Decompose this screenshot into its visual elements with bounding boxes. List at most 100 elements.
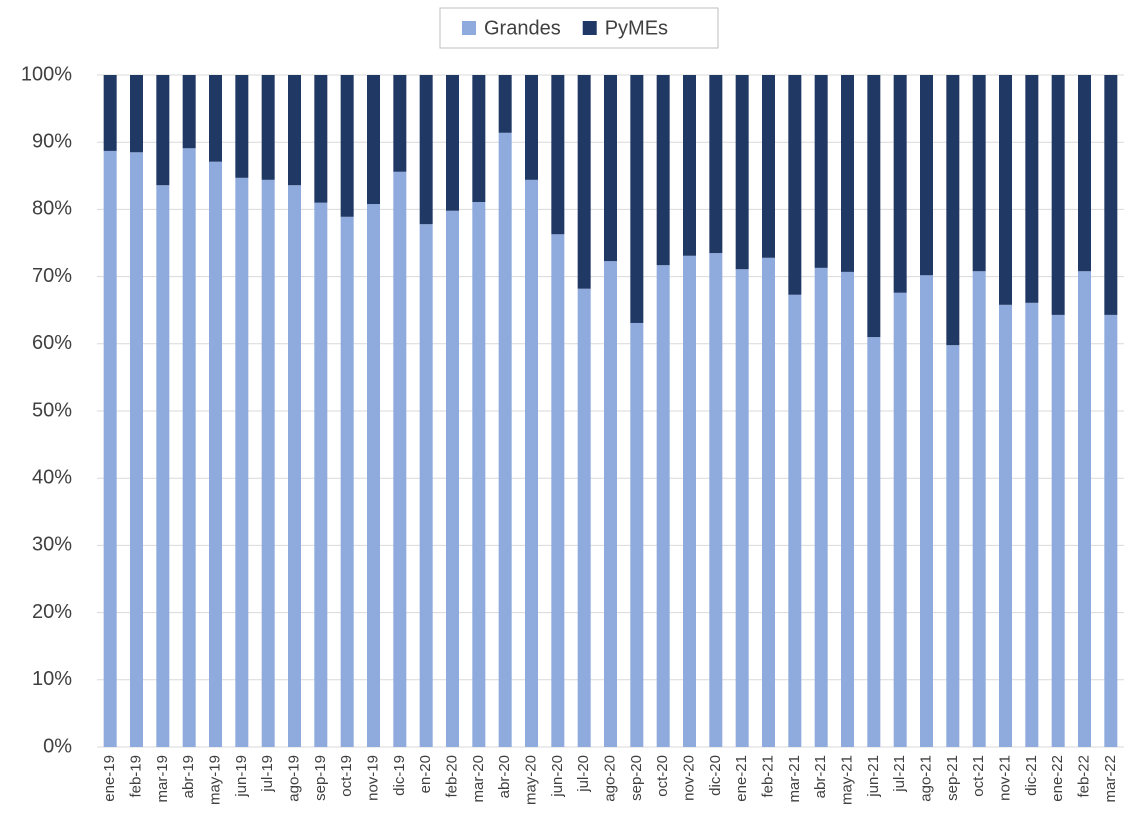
bar-segment <box>551 75 565 235</box>
x-tick-label: dic-21 <box>1023 755 1040 796</box>
bar-segment <box>130 75 143 153</box>
bar-segment <box>1051 75 1065 315</box>
bar-segment <box>261 75 275 180</box>
bar-segment <box>340 75 354 217</box>
bar-segment <box>946 75 960 346</box>
x-tick-label: en-20 <box>417 755 434 793</box>
bar-segment <box>1078 75 1091 272</box>
bar-segment <box>261 179 275 747</box>
x-tick-label: ene-21 <box>733 755 750 802</box>
x-tick-label: jun-20 <box>549 755 566 798</box>
bar-segment <box>946 345 960 747</box>
y-tick-label: 50% <box>32 399 72 421</box>
bar-segment <box>472 202 486 747</box>
x-tick-label: may-21 <box>838 755 855 805</box>
bar-segment <box>498 75 512 133</box>
x-tick-label: feb-22 <box>1075 755 1092 798</box>
bar-segment <box>867 337 881 747</box>
bar-segment <box>683 75 696 256</box>
bar-segment <box>920 275 933 747</box>
legend-swatch <box>582 21 597 35</box>
bar-segment <box>103 150 117 747</box>
bar-segment <box>340 216 354 748</box>
bar-segment <box>1104 75 1118 315</box>
bar-segment <box>814 75 828 268</box>
x-tick-label: jul-20 <box>575 755 592 793</box>
bar-segment <box>1104 314 1118 747</box>
bar-segment <box>893 292 907 747</box>
bar-segment <box>472 75 486 203</box>
bar-segment <box>577 75 591 289</box>
y-tick-label: 90% <box>32 130 72 152</box>
x-tick-label: mar-20 <box>470 755 487 803</box>
bar-segment <box>1025 302 1039 747</box>
bar-segment <box>446 75 459 211</box>
bar-segment <box>235 177 249 748</box>
x-tick-label: dic-19 <box>391 755 408 796</box>
bar-segment <box>393 171 407 747</box>
bar-segment <box>867 75 881 338</box>
y-tick-label: 70% <box>32 265 72 287</box>
bar-segment <box>367 75 380 205</box>
x-tick-label: oct-20 <box>654 755 671 797</box>
x-tick-label: dic-20 <box>707 755 724 796</box>
bar-segment <box>656 75 670 266</box>
bar-segment <box>604 261 617 747</box>
bar-segment <box>1051 314 1065 747</box>
bar-segment <box>920 75 933 276</box>
bar-segment <box>893 75 907 293</box>
bar-segment <box>525 179 538 747</box>
bar-segment <box>393 75 407 172</box>
x-tick-label: feb-19 <box>127 755 144 798</box>
x-tick-label: feb-21 <box>759 755 776 798</box>
x-tick-label: ago-20 <box>601 755 618 802</box>
x-tick-label: oct-19 <box>338 755 355 797</box>
y-tick-label: 0% <box>43 735 72 757</box>
x-tick-label: abr-19 <box>180 755 197 798</box>
legend-label: Grandes <box>484 17 561 39</box>
x-tick-label: may-20 <box>522 755 539 805</box>
bar-segment <box>709 253 723 747</box>
bar-segment <box>314 202 328 747</box>
x-tick-label: mar-22 <box>1102 755 1119 803</box>
legend-swatch <box>462 21 476 35</box>
bar-segment <box>841 75 854 272</box>
x-tick-label: sep-19 <box>312 755 329 801</box>
bar-segment <box>182 148 196 748</box>
bar-segment <box>735 269 749 747</box>
bar-segment <box>288 75 301 186</box>
x-tick-label: jul-19 <box>259 755 276 793</box>
x-tick-label: jun-21 <box>865 755 882 798</box>
bar-segment <box>288 185 301 747</box>
bar-segment <box>656 265 670 747</box>
x-tick-label: feb-20 <box>443 755 460 798</box>
bar-segment <box>1025 75 1039 303</box>
y-tick-label: 20% <box>32 601 72 623</box>
x-tick-label: jul-21 <box>891 755 908 793</box>
bar-segment <box>972 271 986 747</box>
bar-segment <box>103 75 117 151</box>
bar-segment <box>419 75 433 225</box>
bar-segment <box>841 271 854 747</box>
y-tick-label: 40% <box>32 466 72 488</box>
x-tick-label: may-19 <box>206 755 223 805</box>
bar-segment <box>209 75 222 162</box>
bar-segment <box>367 204 380 748</box>
x-tick-label: ene-19 <box>101 755 118 802</box>
x-tick-label: mar-21 <box>786 755 803 803</box>
bar-segment <box>314 75 328 203</box>
x-tick-label: sep-20 <box>628 755 645 801</box>
bar-segment <box>1078 271 1091 747</box>
bar-segment <box>999 304 1012 747</box>
bar-segment <box>762 75 775 258</box>
x-tick-label: ago-19 <box>285 755 302 802</box>
bar-segment <box>972 75 986 272</box>
y-tick-label: 60% <box>32 332 72 354</box>
bar-segment <box>209 161 222 748</box>
bar-segment <box>814 267 828 747</box>
bar-segment <box>498 132 512 748</box>
bar-segment <box>182 75 196 149</box>
bar-segment <box>130 152 143 747</box>
bar-segment <box>419 224 433 747</box>
